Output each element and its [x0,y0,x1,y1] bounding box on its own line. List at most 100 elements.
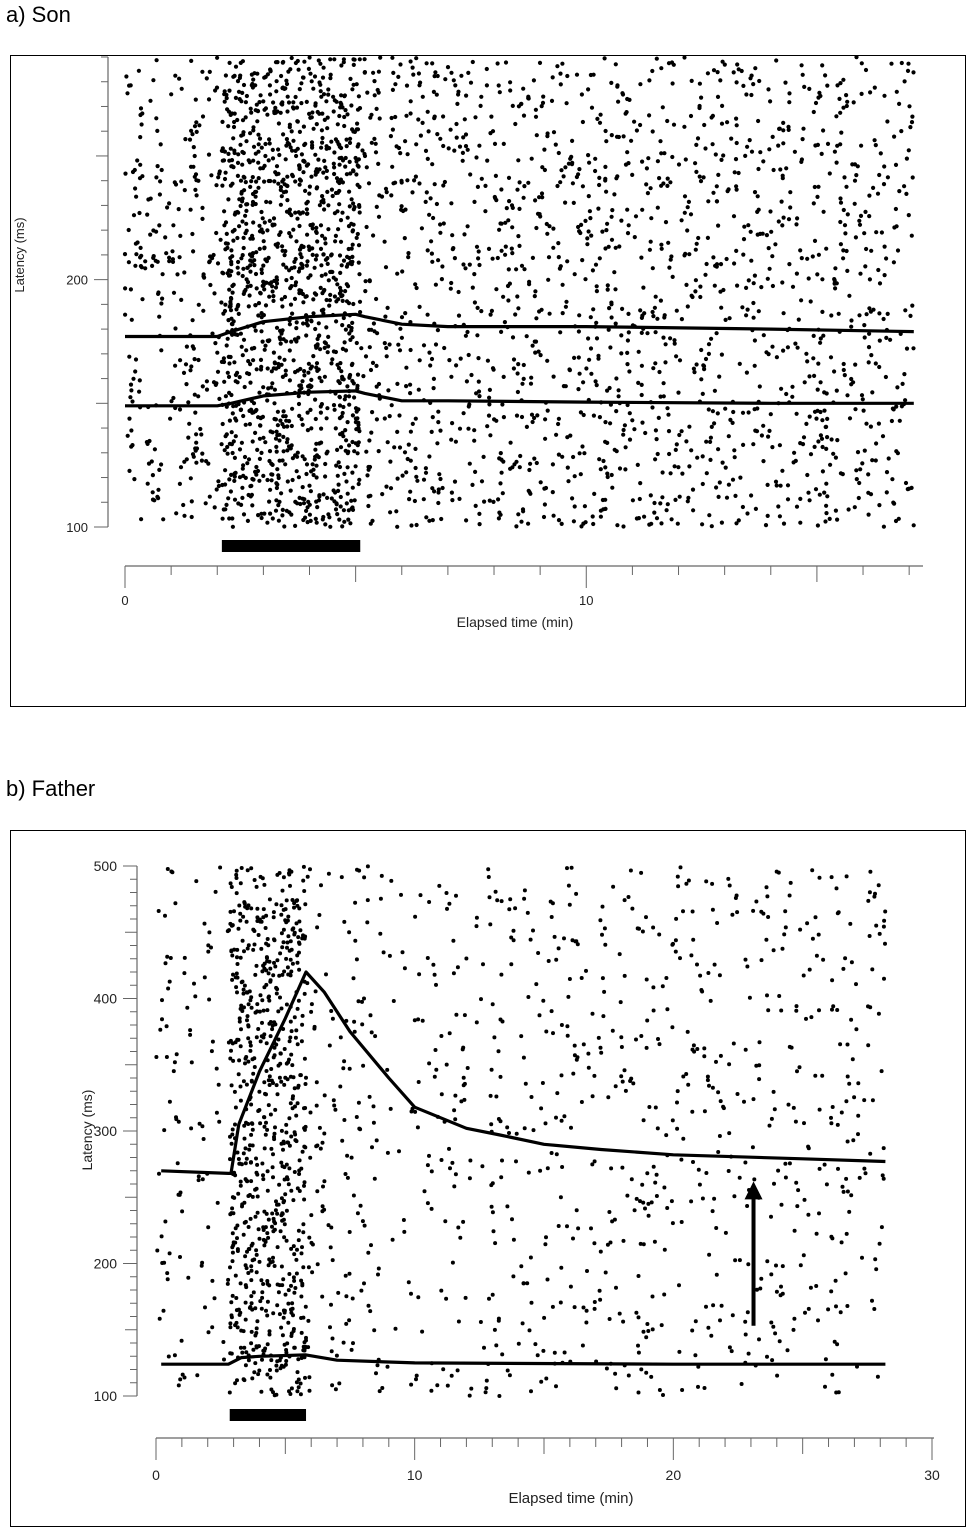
data-point [570,160,575,165]
data-point [712,962,717,967]
data-point [194,432,199,437]
data-point [805,921,810,926]
data-point [179,179,184,184]
data-point [229,430,234,435]
data-point [275,409,280,414]
data-point [670,1025,675,1030]
data-point [271,915,276,920]
data-point [283,157,288,162]
panel-b-xlabel: Elapsed time (min) [508,1490,633,1507]
data-point [250,1127,255,1132]
data-point [447,1031,452,1036]
data-point [320,75,326,80]
data-point [389,403,394,408]
data-point [501,459,506,464]
data-point [324,175,329,180]
data-point [456,1319,461,1324]
data-point [241,132,246,137]
data-point [432,972,437,977]
data-point [453,439,458,444]
data-point [344,501,349,506]
data-point [257,456,262,461]
data-point [235,1325,240,1330]
data-point [795,216,800,221]
data-point [331,161,336,166]
data-point [439,1092,444,1097]
data-point [249,1341,254,1346]
data-point [583,218,588,223]
data-point [263,343,268,348]
data-point [668,180,673,185]
data-point [301,244,306,249]
data-point [232,497,238,502]
data-point [737,1258,742,1263]
data-point [290,174,295,179]
data-point [842,373,847,378]
data-point [792,1228,797,1233]
data-point [232,909,236,914]
data-point [576,355,581,360]
data-point [889,61,894,66]
data-point [314,361,320,366]
data-point [442,345,447,351]
data-point [233,95,238,100]
data-point [791,1327,796,1332]
data-point [714,199,720,204]
data-point [414,142,419,147]
data-point [745,1310,750,1315]
data-point [659,242,664,247]
data-point [266,1235,271,1240]
data-point [461,262,466,267]
data-point [565,465,570,470]
data-point [499,221,504,226]
data-point [533,198,538,203]
data-point [206,97,212,102]
data-point [498,1017,503,1022]
data-point [767,428,772,433]
data-point [464,956,469,961]
data-point [333,507,339,512]
data-point [667,265,672,270]
data-point [273,242,278,247]
data-point [609,472,614,478]
data-point [589,1226,593,1231]
data-point [663,342,668,347]
data-point [736,67,741,72]
data-point [238,955,243,960]
data-point [232,1089,237,1094]
data-point [357,184,362,190]
data-point [494,1343,499,1348]
data-point [133,357,139,362]
data-point [560,311,565,316]
data-point [679,429,684,434]
data-point [266,943,271,948]
data-point [343,394,348,399]
data-point [625,207,630,212]
data-point [298,1073,303,1078]
data-point [593,379,598,384]
data-point [259,515,264,521]
data-point [290,1106,295,1111]
data-point [384,354,389,359]
data-point [335,447,340,452]
data-point [307,111,312,116]
data-point [297,1168,302,1173]
data-point [695,962,699,967]
data-point [267,959,272,964]
data-point [340,1138,345,1143]
data-point [812,444,817,449]
data-point [451,938,456,943]
data-point [435,132,440,137]
data-point [704,261,709,267]
data-point [631,1081,636,1086]
data-point [323,257,328,262]
data-point [316,321,321,326]
data-point [597,175,602,180]
data-point [367,327,372,332]
data-point [694,362,699,367]
data-point [834,886,839,891]
data-point [250,81,255,87]
data-point [710,409,716,414]
data-point [550,462,556,467]
data-point [296,998,301,1003]
